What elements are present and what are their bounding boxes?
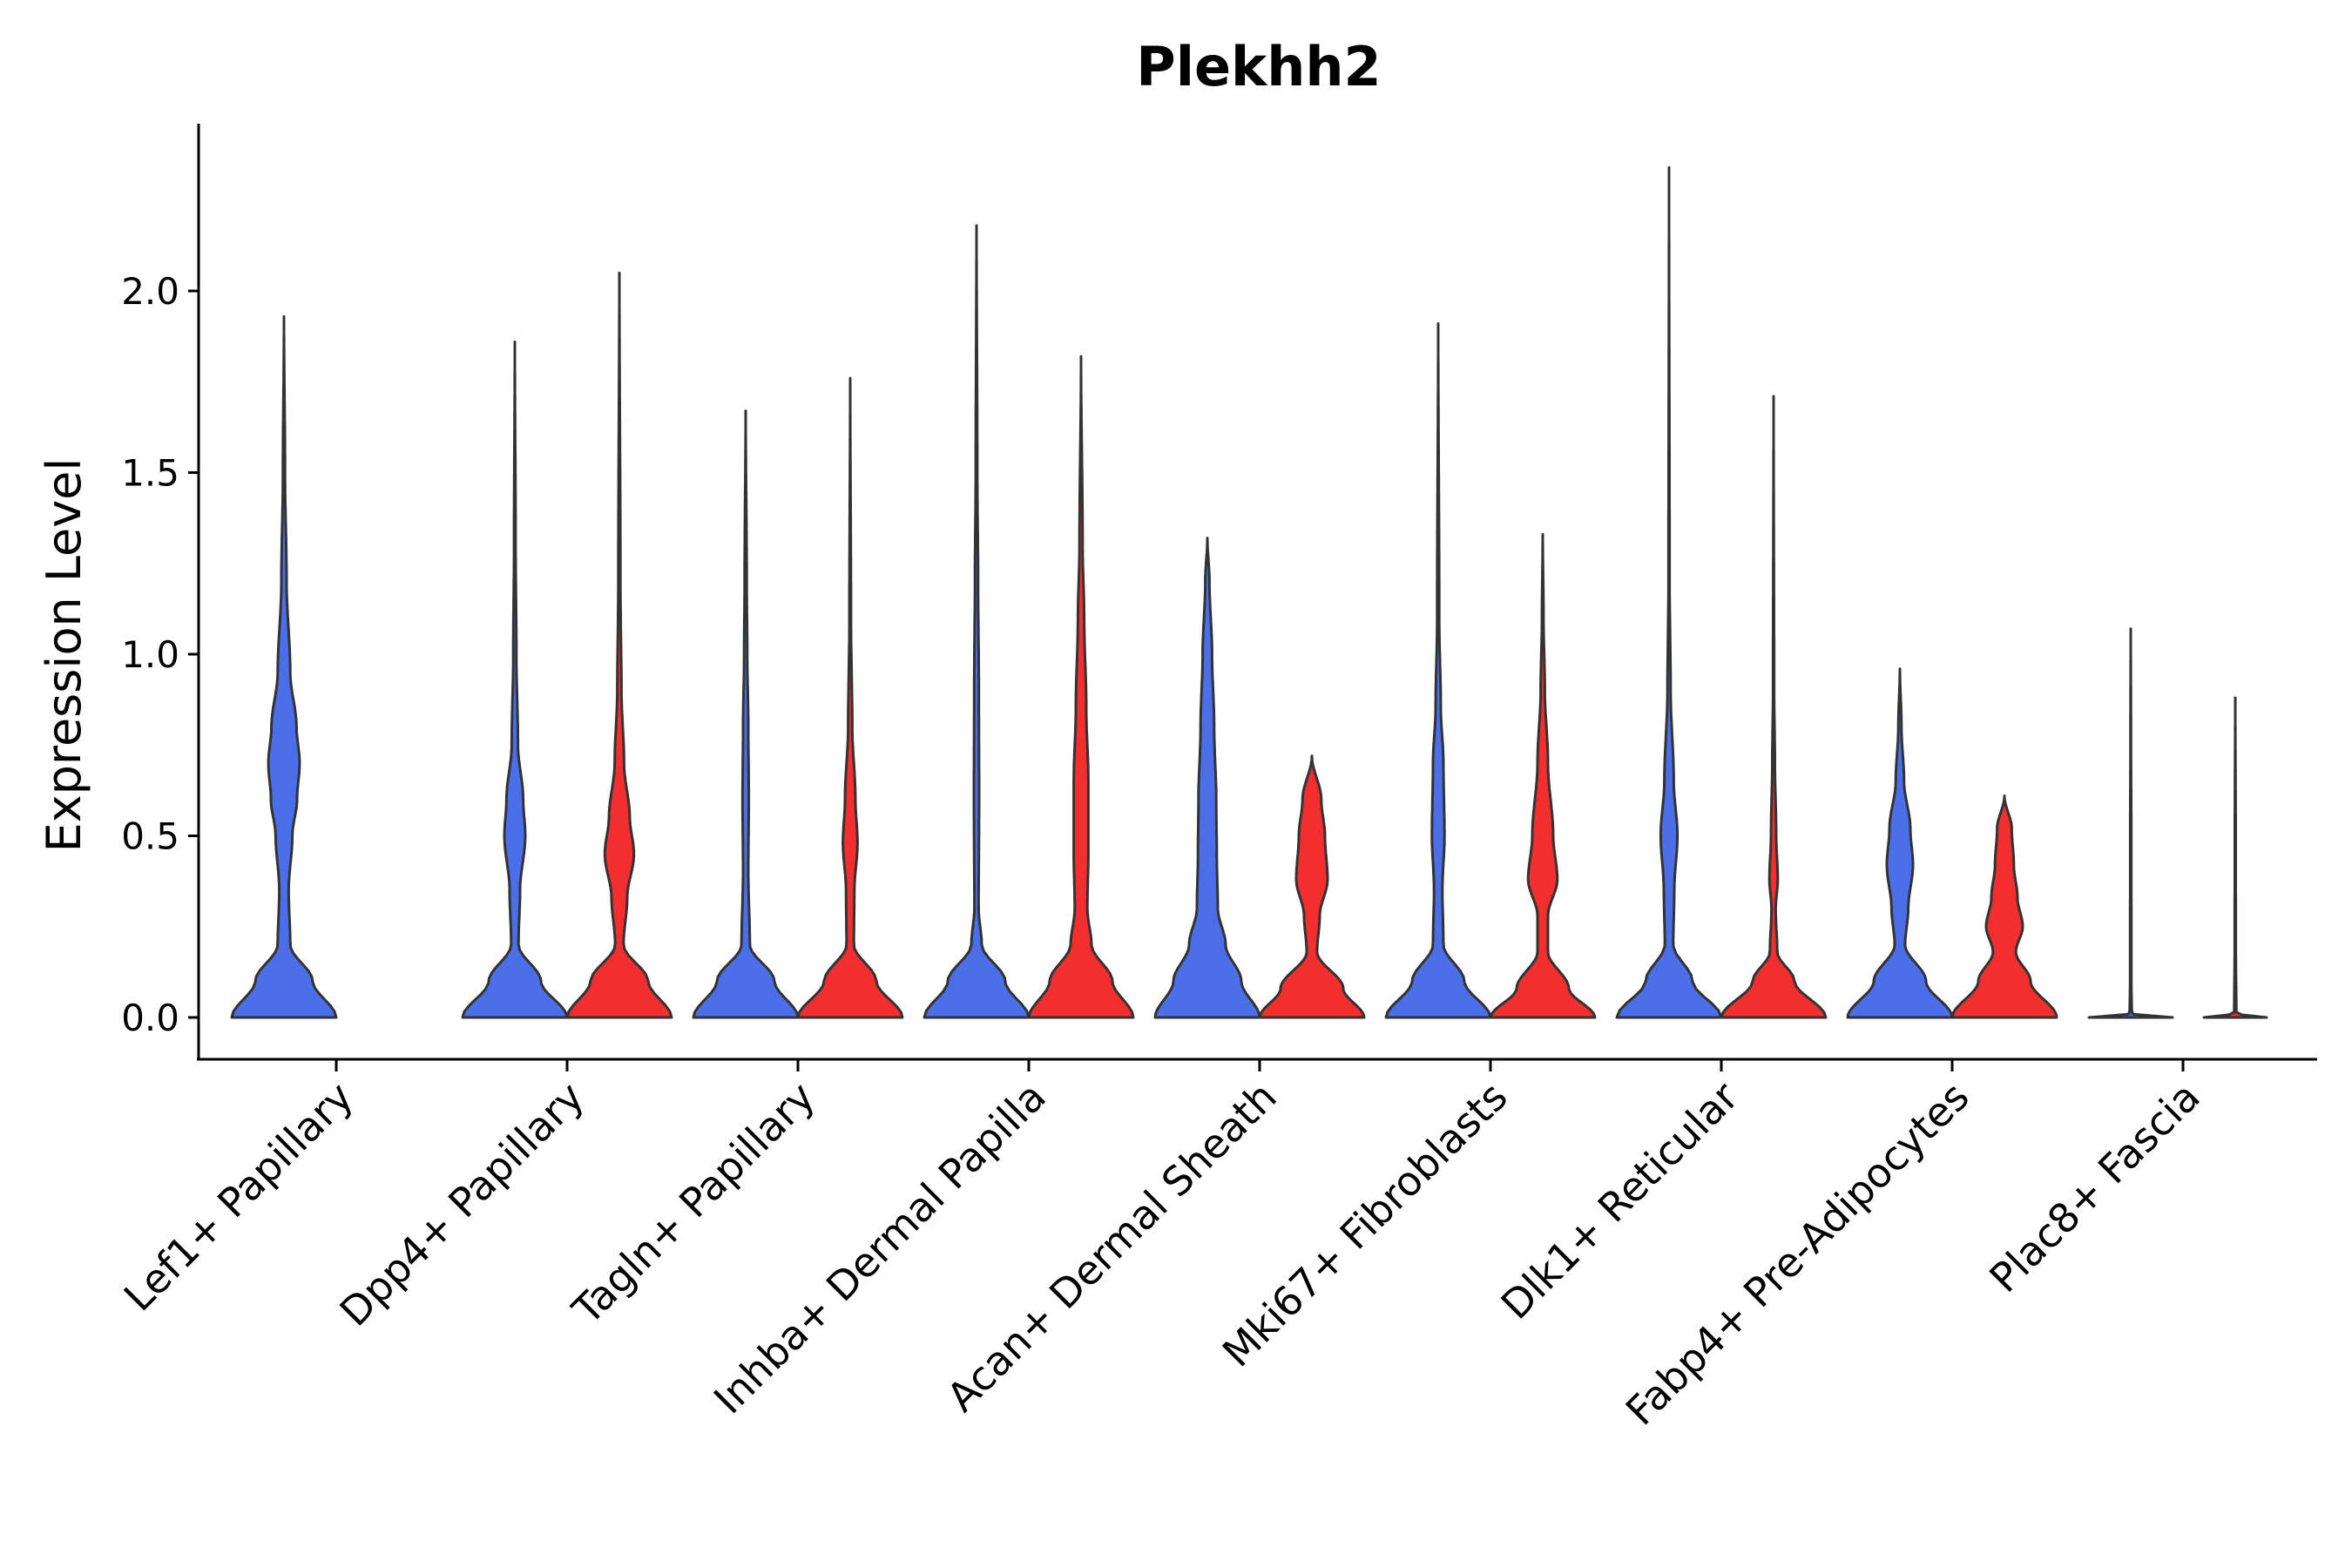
x-category-label-tagln-papillary: Tagln+ Papillary xyxy=(563,1073,824,1335)
violin-fabp4-pre-adipocytes-group2 xyxy=(1950,794,2058,1019)
violin-acan-dermal-sheath-group1 xyxy=(1153,537,1261,1019)
violin-dlk1-reticular-group2 xyxy=(1720,395,1828,1019)
violin-tagln-papillary-group2 xyxy=(796,376,904,1019)
violin-mki67-fibroblasts-group1 xyxy=(1384,322,1492,1019)
violins-group xyxy=(230,166,2268,1019)
violin-dpp4-papillary-group2 xyxy=(565,271,673,1019)
violin-lef1-papillary-group1 xyxy=(230,314,338,1019)
violin-inhba-dermal-papilla-group2 xyxy=(1027,355,1135,1019)
chart-title: Plekhh2 xyxy=(1136,35,1381,98)
violin-dlk1-reticular-group1 xyxy=(1615,166,1723,1019)
violin-fabp4-pre-adipocytes-group1 xyxy=(1846,667,1954,1019)
violin-tagln-papillary-group1 xyxy=(692,409,800,1019)
violin-acan-dermal-sheath-group2 xyxy=(1258,754,1366,1019)
x-category-label-dlk1-reticular: Dlk1+ Reticular xyxy=(1492,1073,1747,1328)
y-tick-label: 0.0 xyxy=(121,997,179,1039)
violin-dpp4-papillary-group1 xyxy=(461,340,569,1019)
y-ticks-group: 0.0 0.5 1.0 1.5 2.0 xyxy=(121,270,199,1039)
y-tick-label: 2.0 xyxy=(121,270,179,313)
y-tick-label: 0.5 xyxy=(121,815,179,858)
violin-inhba-dermal-papilla-group1 xyxy=(923,224,1031,1019)
x-category-label-lef1-papillary: Lef1+ Papillary xyxy=(115,1073,362,1321)
x-category-label-dpp4-papillary: Dpp4+ Papillary xyxy=(331,1073,593,1335)
y-tick-label: 1.0 xyxy=(121,633,179,676)
y-axis-label: Expression Level xyxy=(37,458,91,853)
violin-mki67-fibroblasts-group2 xyxy=(1489,532,1597,1019)
y-tick-label: 1.5 xyxy=(121,452,179,495)
x-category-label-plac8-fascia: Plac8+ Fascia xyxy=(1980,1073,2208,1301)
violin-plac8-fascia-group2 xyxy=(2202,696,2268,1019)
violin-plac8-fascia-group1 xyxy=(2087,627,2174,1019)
